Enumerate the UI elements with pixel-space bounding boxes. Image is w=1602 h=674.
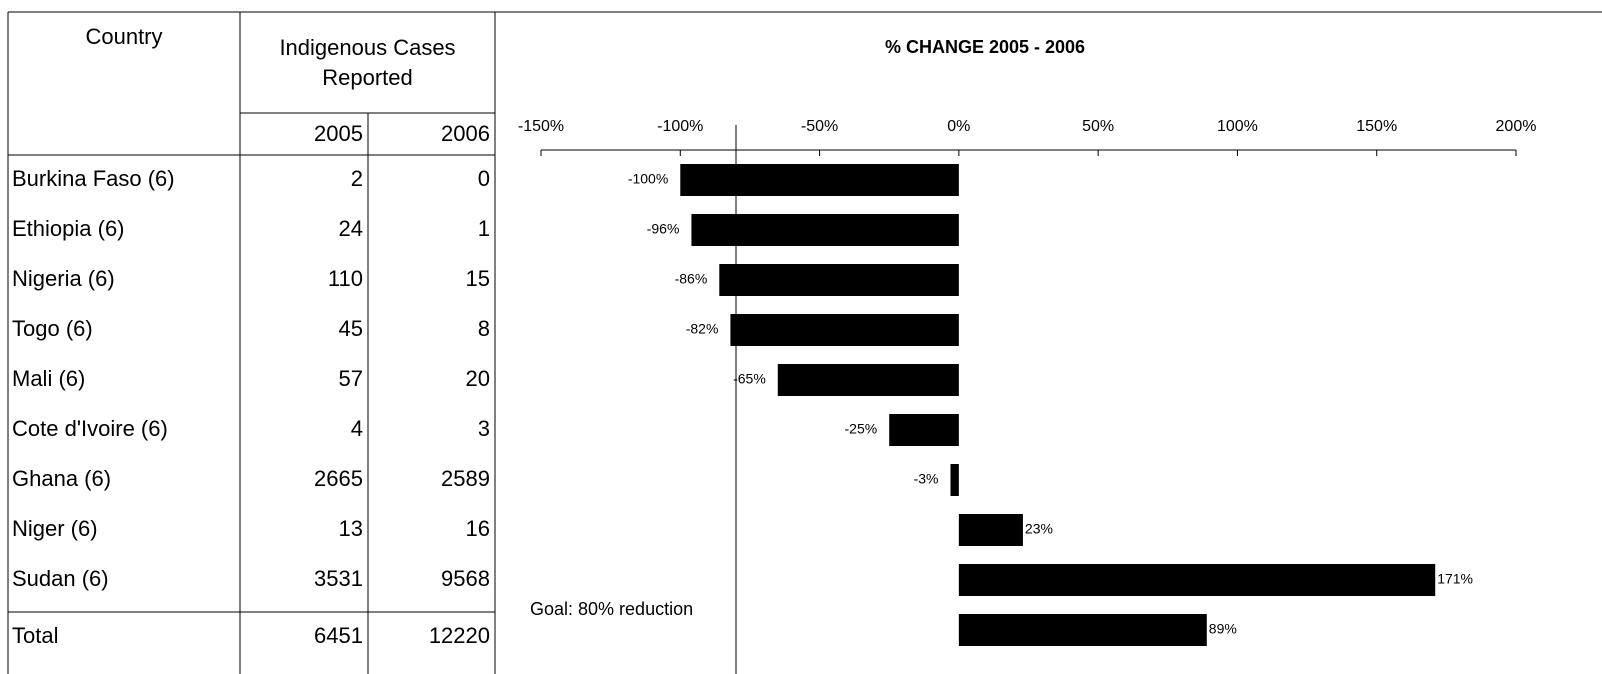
country: Burkina Faso (6): [12, 166, 175, 191]
cases-2006: 15: [466, 266, 490, 291]
x-tick-label: -150%: [518, 118, 564, 135]
x-tick-label: -100%: [657, 118, 703, 135]
bar: [958, 564, 1436, 596]
header: 2006: [441, 121, 490, 146]
header: 2005: [314, 121, 363, 146]
data-label: 23%: [1025, 521, 1053, 537]
cases-2005: 24: [339, 216, 363, 241]
country: Nigeria (6): [12, 266, 115, 291]
cases-2005: 45: [339, 316, 363, 341]
cases-2005: 110: [328, 266, 363, 291]
header: Country: [85, 24, 162, 49]
x-tick-label: 200%: [1496, 118, 1537, 135]
country: Cote d'Ivoire (6): [12, 416, 168, 441]
country: Niger (6): [12, 516, 98, 541]
x-tick-label: 100%: [1217, 118, 1258, 135]
bar: [777, 364, 959, 396]
cases-2005: 3531: [314, 566, 363, 591]
cases-2006: 16: [466, 516, 490, 541]
x-tick-label: -50%: [801, 118, 838, 135]
cases-2006: 2589: [441, 466, 490, 491]
cases-2005: 4: [351, 416, 363, 441]
bar: [958, 514, 1023, 546]
cases-2006: 20: [466, 366, 490, 391]
bar: [889, 414, 959, 446]
cases-2005: 2665: [314, 466, 363, 491]
data-label: 171%: [1437, 571, 1473, 587]
cases-2005: 57: [339, 366, 363, 391]
data-label: -65%: [733, 371, 766, 387]
goal-label: Goal: 80% reduction: [530, 599, 693, 619]
cases-2005: 2: [351, 166, 363, 191]
data-label: -82%: [686, 321, 719, 337]
data-label: -25%: [845, 421, 878, 437]
data-label: -3%: [914, 471, 939, 487]
country: Togo (6): [12, 316, 93, 341]
x-tick-label: 0%: [947, 118, 970, 135]
cases-2006: 0: [478, 166, 490, 191]
header: Indigenous Cases Reported: [279, 35, 456, 90]
bar: [958, 614, 1207, 646]
cases-2005: 13: [339, 516, 363, 541]
data-label: -96%: [647, 221, 680, 237]
x-tick-label: 150%: [1356, 118, 1397, 135]
cases-2006: 1: [478, 216, 490, 241]
chart-title: % CHANGE 2005 - 2006: [885, 37, 1085, 57]
x-tick-label: 50%: [1082, 118, 1114, 135]
cases-2006: 3: [478, 416, 490, 441]
country: Ghana (6): [12, 466, 111, 491]
data-label: -100%: [628, 171, 668, 187]
total-label: Total: [12, 623, 58, 648]
bar: [730, 314, 959, 346]
bar: [719, 264, 959, 296]
country: Ethiopia (6): [12, 216, 125, 241]
bar: [950, 464, 959, 496]
cases-2006: 9568: [441, 566, 490, 591]
data-label: -86%: [675, 271, 708, 287]
data-label: 89%: [1209, 621, 1237, 637]
total-2005: 6451: [314, 623, 363, 648]
country: Mali (6): [12, 366, 85, 391]
bar: [691, 214, 959, 246]
cases-2006: 8: [478, 316, 490, 341]
bar: [680, 164, 959, 196]
total-2006: 12220: [429, 623, 490, 648]
country: Sudan (6): [12, 566, 109, 591]
